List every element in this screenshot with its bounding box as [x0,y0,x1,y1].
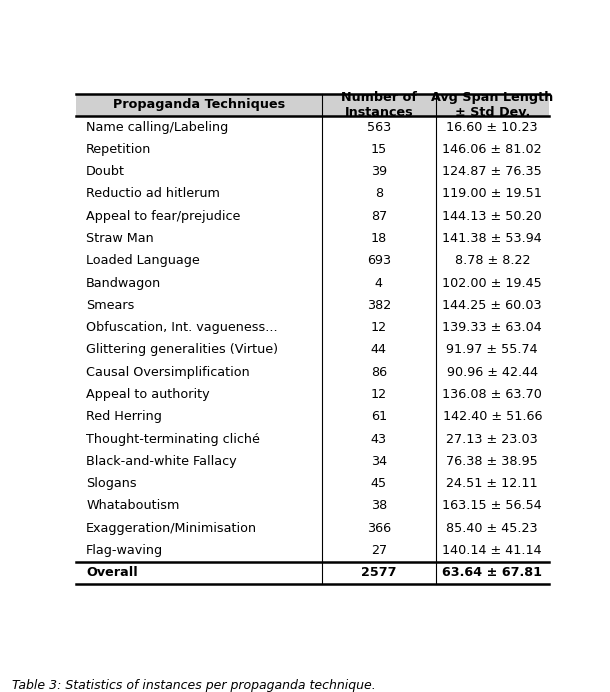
Text: Table 3: Statistics of instances per propaganda technique.: Table 3: Statistics of instances per pro… [12,679,376,691]
